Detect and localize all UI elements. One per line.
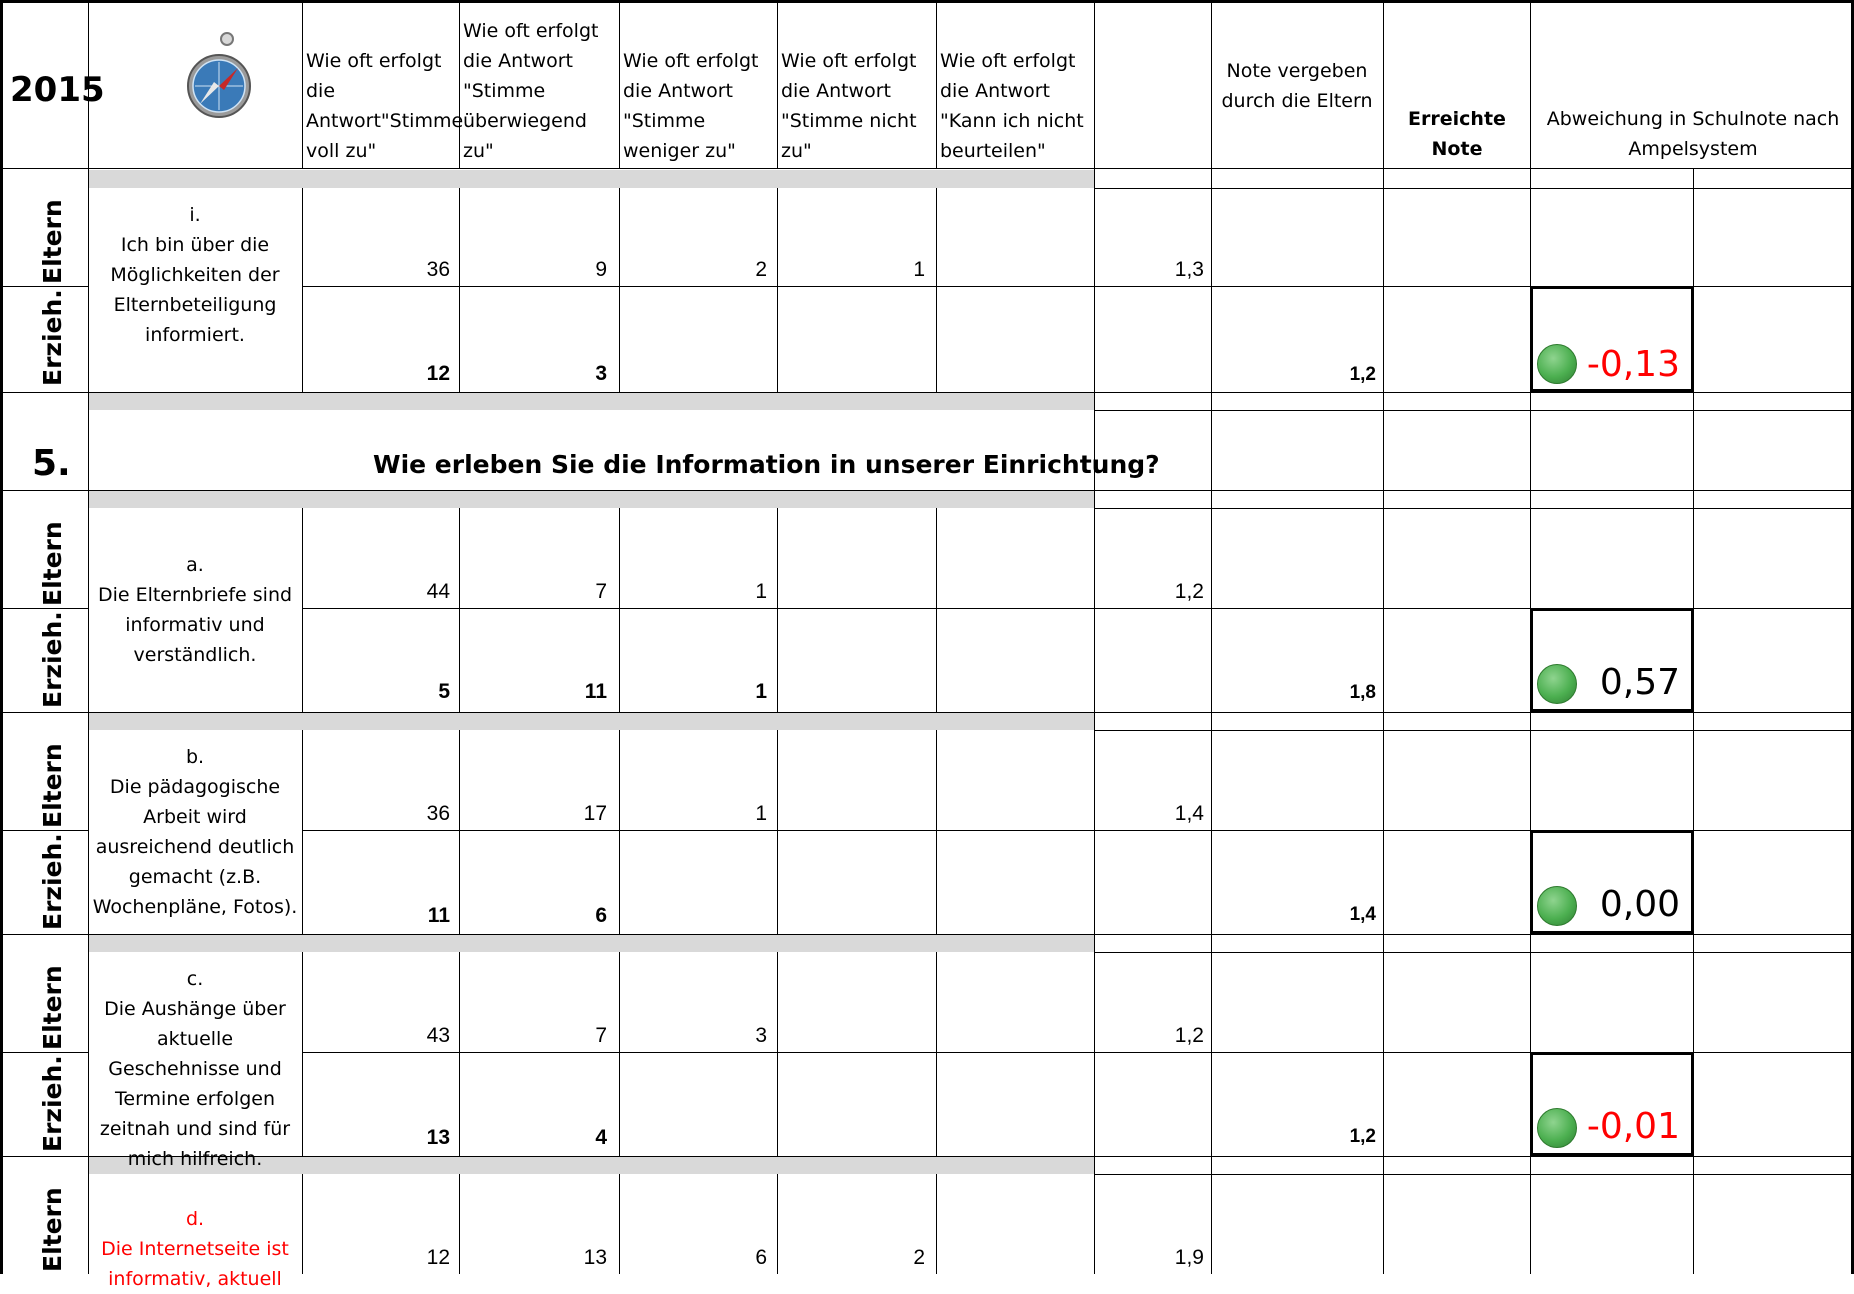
- deviation-box: [1530, 286, 1694, 392]
- green-dot-icon: [1537, 664, 1577, 704]
- parents-fully-agree: 36: [426, 258, 450, 281]
- separator-band: [88, 170, 1094, 188]
- parents-fully-agree: 12: [426, 1246, 450, 1269]
- achieved-grade: 1,2: [1349, 364, 1376, 385]
- column-header-achieved-grade: Erreichte Note: [1408, 108, 1506, 160]
- parents-mostly-agree: 13: [583, 1246, 607, 1269]
- row-label-parents: Eltern: [38, 199, 67, 284]
- question-text: Die Elternbriefe sind informativ und ver…: [97, 584, 293, 666]
- column-header-deviation: Abweichung in Schulnote nach Ampelsystem: [1546, 108, 1840, 160]
- section-title: Wie erleben Sie die Information in unser…: [373, 450, 1160, 479]
- parents-less-agree: 3: [755, 1024, 767, 1047]
- column-header-fully-agree: Wie oft erfolgt die Antwort"Stimme voll …: [306, 50, 464, 162]
- question-letter: d.: [185, 1208, 205, 1230]
- row-label-educators: Erzieh.: [38, 289, 67, 386]
- question-letter: b.: [185, 746, 205, 768]
- question-text: Die Aushänge über aktuelle Geschehnisse …: [99, 998, 291, 1170]
- separator-band: [88, 392, 1094, 410]
- educators-mostly-agree: 3: [595, 362, 607, 385]
- parents-fully-agree: 43: [426, 1024, 450, 1047]
- parents-mostly-agree: 17: [583, 802, 607, 825]
- question-letter: i.: [189, 204, 201, 226]
- parents-mostly-agree: 9: [595, 258, 607, 281]
- question-letter: c.: [186, 968, 204, 990]
- column-header-disagree: Wie oft erfolgt die Antwort "Stimme nich…: [781, 50, 917, 162]
- question-letter: a.: [186, 554, 204, 576]
- parents-disagree: 2: [913, 1246, 925, 1269]
- row-label-parents: Eltern: [38, 1187, 67, 1272]
- deviation-value: 0,57: [1599, 662, 1680, 703]
- green-dot-icon: [1537, 886, 1577, 926]
- parents-grade: 1,2: [1174, 580, 1204, 603]
- separator-band: [88, 712, 1094, 730]
- row-label-educators: Erzieh.: [38, 611, 67, 708]
- row-label-parents: Eltern: [38, 965, 67, 1050]
- educators-fully-agree: 12: [426, 362, 450, 385]
- educators-mostly-agree: 11: [584, 680, 607, 703]
- question-text: Ich bin über die Möglichkeiten der Elter…: [110, 234, 280, 346]
- column-header-cannot-judge: Wie oft erfolgt die Antwort "Kann ich ni…: [940, 50, 1084, 162]
- educators-less-agree: 1: [755, 680, 767, 703]
- deviation-box: [1530, 608, 1694, 712]
- year-label: 2015: [10, 70, 105, 110]
- parents-mostly-agree: 7: [595, 1024, 607, 1047]
- parents-disagree: 1: [913, 258, 925, 281]
- row-label-parents: Eltern: [38, 743, 67, 828]
- column-header-less-agree: Wie oft erfolgt die Antwort "Stimme weni…: [623, 50, 759, 162]
- educators-fully-agree: 13: [426, 1126, 450, 1149]
- parents-mostly-agree: 7: [595, 580, 607, 603]
- deviation-value: -0,01: [1586, 1106, 1680, 1147]
- parents-less-agree: 2: [755, 258, 767, 281]
- parents-grade: 1,4: [1174, 802, 1204, 825]
- parents-less-agree: 1: [755, 802, 767, 825]
- separator-band: [88, 1156, 1094, 1174]
- question-text: Die pädagogische Arbeit wird ausreichend…: [92, 776, 298, 918]
- deviation-value: 0,00: [1599, 884, 1680, 925]
- green-dot-icon: [1537, 344, 1577, 384]
- column-header-mostly-agree: Wie oft erfolgt die Antwort "Stimme über…: [463, 20, 599, 162]
- deviation-box: [1530, 830, 1694, 934]
- parents-grade: 1,2: [1174, 1024, 1204, 1047]
- achieved-grade: 1,2: [1349, 1126, 1376, 1147]
- row-label-parents: Eltern: [38, 521, 67, 606]
- row-label-educators: Erzieh.: [38, 833, 67, 930]
- parents-fully-agree: 44: [426, 580, 450, 603]
- educators-fully-agree: 5: [438, 680, 450, 703]
- column-header-parent-grade: Note vergeben durch die Eltern: [1221, 60, 1373, 112]
- educators-mostly-agree: 6: [595, 904, 607, 927]
- compass-icon: [187, 32, 251, 118]
- question-text: Die Internetseite ist informativ, aktuel…: [101, 1238, 289, 1290]
- parents-grade: 1,9: [1174, 1246, 1204, 1269]
- green-dot-icon: [1537, 1108, 1577, 1148]
- parents-less-agree: 1: [755, 580, 767, 603]
- educators-mostly-agree: 4: [595, 1126, 607, 1149]
- row-label-educators: Erzieh.: [38, 1055, 67, 1152]
- separator-band: [88, 490, 1094, 508]
- deviation-box: [1530, 1052, 1694, 1156]
- deviation-value: -0,13: [1586, 344, 1680, 385]
- educators-fully-agree: 11: [427, 904, 450, 927]
- achieved-grade: 1,4: [1349, 904, 1376, 925]
- parents-fully-agree: 36: [426, 802, 450, 825]
- section-number: 5.: [32, 443, 71, 484]
- parents-less-agree: 6: [755, 1246, 767, 1269]
- achieved-grade: 1,8: [1349, 682, 1376, 703]
- separator-band: [88, 934, 1094, 952]
- parents-grade: 1,3: [1174, 258, 1204, 281]
